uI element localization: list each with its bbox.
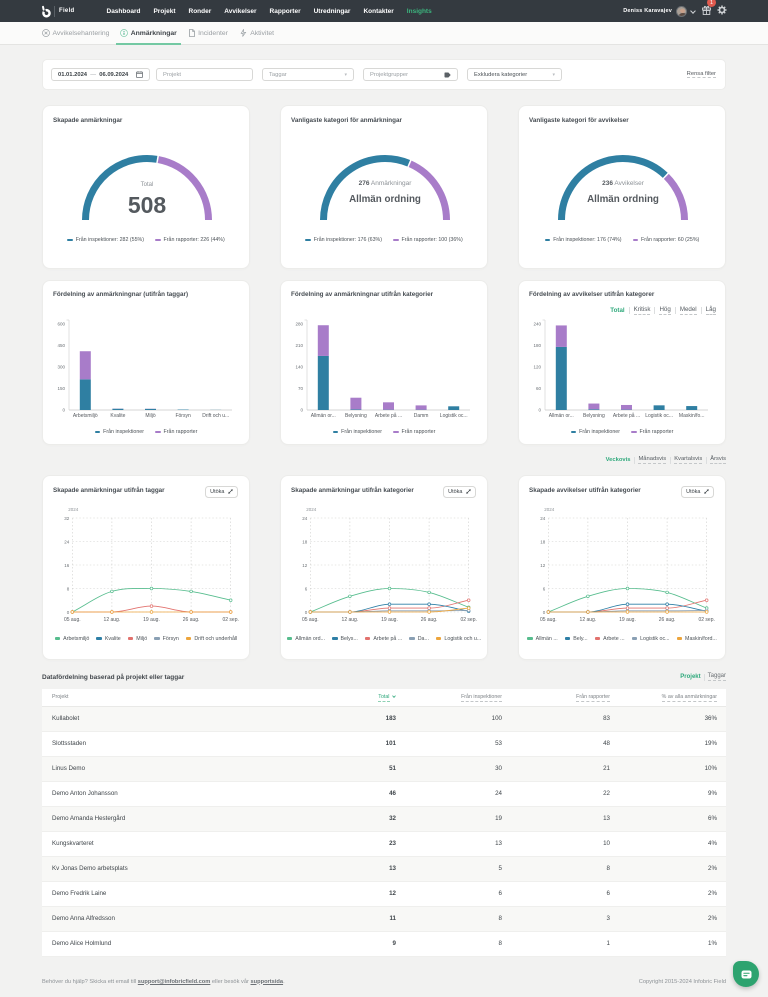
svg-text:Belysning: Belysning	[345, 413, 367, 419]
svg-text:24: 24	[540, 516, 546, 521]
svg-text:120: 120	[533, 365, 541, 370]
svg-text:60: 60	[536, 386, 542, 391]
svg-text:300: 300	[57, 365, 65, 370]
svg-text:0: 0	[305, 610, 308, 615]
svg-text:8: 8	[67, 586, 70, 591]
svg-text:26 aug.: 26 aug.	[183, 617, 200, 623]
svg-text:240: 240	[533, 322, 541, 327]
svg-text:19 aug.: 19 aug.	[143, 617, 160, 623]
svg-text:05 aug.: 05 aug.	[302, 617, 319, 623]
svg-text:Arbetsmiljö: Arbetsmiljö	[73, 413, 98, 419]
svg-text:18: 18	[302, 539, 308, 544]
svg-text:05 aug.: 05 aug.	[540, 617, 557, 623]
svg-text:Allmän or...: Allmän or...	[311, 413, 336, 419]
svg-text:Logistik oc...: Logistik oc...	[440, 413, 468, 419]
svg-text:180: 180	[533, 343, 541, 348]
svg-text:05 aug.: 05 aug.	[64, 617, 81, 623]
svg-text:450: 450	[57, 343, 65, 348]
svg-text:150: 150	[57, 386, 65, 391]
svg-text:19 aug.: 19 aug.	[381, 617, 398, 623]
svg-text:6: 6	[543, 586, 546, 591]
svg-text:Allmän or...: Allmän or...	[549, 413, 574, 419]
svg-text:Drift och u...: Drift och u...	[202, 413, 229, 419]
svg-text:600: 600	[57, 322, 65, 327]
svg-text:12 aug.: 12 aug.	[342, 617, 359, 623]
svg-text:02 sep.: 02 sep.	[222, 617, 238, 623]
svg-text:140: 140	[295, 365, 303, 370]
svg-text:2024: 2024	[544, 507, 555, 512]
svg-text:18: 18	[540, 539, 546, 544]
svg-text:6: 6	[305, 586, 308, 591]
svg-text:16: 16	[64, 563, 70, 568]
svg-text:Belysning: Belysning	[583, 413, 605, 419]
svg-text:2024: 2024	[306, 507, 317, 512]
svg-text:210: 210	[295, 343, 303, 348]
svg-text:19 aug.: 19 aug.	[619, 617, 636, 623]
svg-text:26 aug.: 26 aug.	[659, 617, 676, 623]
svg-text:0: 0	[62, 408, 65, 413]
svg-text:02 sep.: 02 sep.	[460, 617, 476, 623]
svg-text:12: 12	[302, 563, 308, 568]
svg-text:Logistik oc...: Logistik oc...	[645, 413, 673, 419]
svg-text:Kvalite: Kvalite	[110, 413, 125, 419]
svg-text:12 aug.: 12 aug.	[580, 617, 597, 623]
svg-text:26 aug.: 26 aug.	[421, 617, 438, 623]
svg-text:2024: 2024	[68, 507, 79, 512]
svg-text:Arbete på ...: Arbete på ...	[613, 412, 640, 419]
svg-text:Försyn: Försyn	[175, 413, 191, 419]
svg-text:24: 24	[64, 539, 70, 544]
svg-text:24: 24	[302, 516, 308, 521]
svg-text:0: 0	[538, 408, 541, 413]
svg-text:0: 0	[543, 610, 546, 615]
svg-text:280: 280	[295, 322, 303, 327]
svg-text:12 aug.: 12 aug.	[104, 617, 121, 623]
svg-text:0: 0	[300, 408, 303, 413]
svg-text:Arbete på ...: Arbete på ...	[375, 412, 402, 419]
svg-text:32: 32	[64, 516, 70, 521]
svg-text:02 sep.: 02 sep.	[698, 617, 714, 623]
svg-text:Damm: Damm	[414, 413, 429, 419]
svg-text:12: 12	[540, 563, 546, 568]
svg-text:Miljö: Miljö	[145, 413, 155, 419]
svg-text:70: 70	[298, 386, 304, 391]
svg-text:Maskin/fo...: Maskin/fo...	[679, 413, 705, 419]
svg-text:0: 0	[67, 610, 70, 615]
